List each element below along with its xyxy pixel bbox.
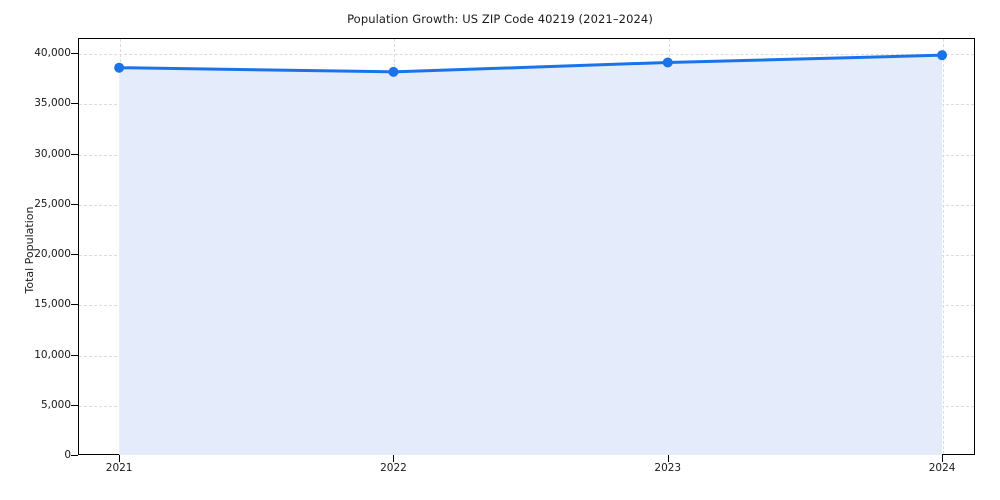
x-axis-tick-mark <box>119 455 121 462</box>
gridline-horizontal <box>79 54 974 56</box>
y-axis-tick-mark <box>71 203 78 205</box>
data-point-2021 <box>114 62 125 73</box>
y-axis-tick-mark <box>71 404 78 406</box>
y-axis-tick-label: 20,000 <box>34 248 71 261</box>
x-axis-tick-label: 2023 <box>654 462 682 474</box>
y-axis-tick-mark <box>71 53 78 55</box>
x-axis-tick-label: 2024 <box>928 462 956 474</box>
y-axis-tick-label: 5,000 <box>40 398 71 411</box>
y-axis-tick-label: 10,000 <box>34 348 71 361</box>
x-axis-tick-mark <box>667 455 669 462</box>
y-axis-tick-label: 0 <box>64 449 71 461</box>
y-axis-tick-label: 15,000 <box>34 298 71 311</box>
data-series-layer <box>114 50 948 456</box>
y-axis-tick-label: 40,000 <box>34 47 71 60</box>
data-point-2022 <box>388 66 399 77</box>
x-axis-tick-mark <box>393 455 395 462</box>
y-axis-tick-mark <box>71 153 78 155</box>
y-axis-tick-mark <box>71 354 78 356</box>
gridline-vertical <box>943 39 945 454</box>
x-axis-tick-label: 2021 <box>105 462 133 474</box>
y-axis-tick-label: 35,000 <box>34 97 71 110</box>
y-axis-tick-label: 30,000 <box>34 147 71 160</box>
data-point-2023 <box>662 57 673 68</box>
x-axis-tick-label: 2022 <box>380 462 407 474</box>
y-axis-tick-label: 25,000 <box>34 197 71 210</box>
area-fill <box>119 55 943 456</box>
y-axis-tick-mark <box>71 254 78 256</box>
line-series-total-population <box>117 53 944 74</box>
y-axis-tick-mark <box>71 103 78 105</box>
data-point-2024 <box>937 50 948 61</box>
data-point-markers <box>114 50 948 77</box>
y-axis-tick-mark <box>71 455 78 456</box>
chart-title: Population Growth: US ZIP Code 40219 (20… <box>347 12 653 26</box>
x-axis-tick-mark <box>942 455 944 462</box>
y-axis-tick-mark <box>71 304 78 306</box>
